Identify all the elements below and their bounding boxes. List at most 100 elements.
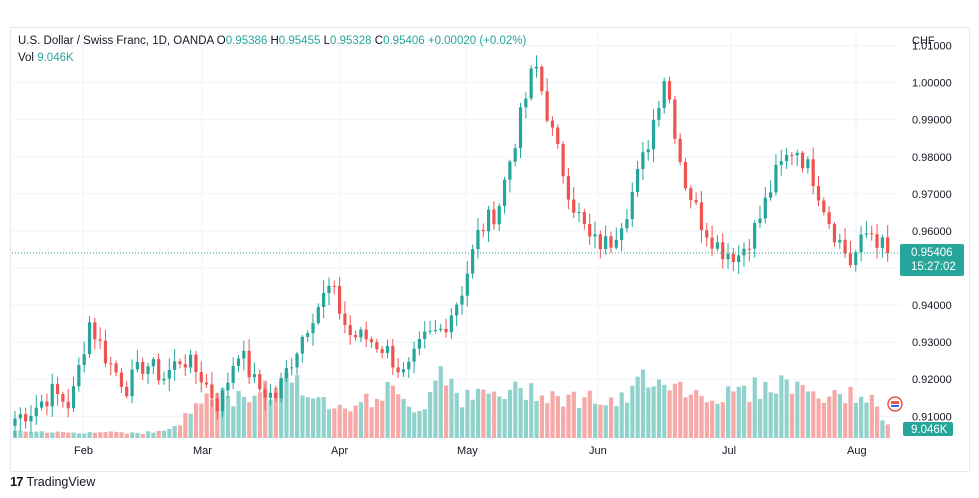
volume-bar — [225, 395, 231, 438]
volume-bar — [98, 432, 103, 438]
volume-bar — [438, 366, 443, 438]
last-volume-value: 9.046K — [911, 424, 948, 436]
candle-body — [471, 249, 475, 274]
volume-bar — [396, 394, 401, 438]
volume-bar — [603, 405, 608, 438]
volume-bar — [614, 406, 619, 438]
candle-body — [407, 361, 411, 370]
volume-bar — [550, 391, 555, 438]
volume-bar — [71, 432, 76, 438]
candle-body — [582, 212, 586, 224]
volume-bar — [188, 413, 193, 438]
candle-body — [486, 209, 491, 232]
candle-body — [614, 239, 618, 248]
time-axis[interactable]: Feb Mar Apr May Jun Jul Aug — [74, 445, 867, 457]
volume-bar — [433, 380, 438, 438]
last-price-tag: 0.95406 15:27:02 — [900, 243, 964, 276]
volume-bar — [582, 397, 587, 438]
price-tick-label: 0.91000 — [912, 411, 952, 423]
candle-body — [779, 161, 783, 165]
candle-body — [577, 212, 581, 214]
candle-body — [93, 322, 97, 340]
volume-bar — [444, 385, 449, 438]
volume-bar — [646, 387, 651, 438]
candle-body — [162, 378, 166, 381]
close-value: 0.95406 — [383, 35, 425, 47]
volume-bar — [236, 390, 241, 438]
volume-bar — [385, 381, 390, 438]
volume-bar — [805, 391, 811, 438]
volume-bar — [710, 400, 715, 438]
volume-bar — [784, 379, 789, 438]
volume-bar — [731, 391, 736, 438]
time-tick-label: May — [457, 445, 478, 457]
candle-body — [566, 176, 571, 200]
grid-lines — [12, 27, 900, 438]
price-tick-label: 0.98000 — [912, 152, 952, 164]
volume-bar — [60, 431, 66, 438]
flag-icon[interactable] — [887, 396, 903, 412]
price-tick-label: 0.96000 — [912, 226, 952, 238]
candle-body — [667, 81, 672, 100]
volume-bar — [837, 393, 842, 438]
candle-body — [460, 295, 464, 305]
candle-body — [279, 377, 283, 399]
volume-bar — [757, 398, 763, 438]
volume-bar — [459, 407, 465, 438]
symbol-title: U.S. Dollar / Swiss Franc, 1D, OANDA — [18, 35, 214, 47]
volume-bar — [279, 380, 284, 438]
candle-body — [476, 229, 480, 250]
volume-bar — [422, 409, 427, 438]
volume-bar — [305, 397, 310, 438]
candle-body — [375, 342, 379, 350]
volume-bar — [800, 384, 805, 438]
volume-bar — [465, 389, 470, 438]
candle-body — [790, 154, 794, 156]
candle-body — [646, 149, 650, 153]
volume-bar — [119, 432, 124, 438]
candle-body — [710, 237, 714, 249]
volume-bar — [571, 391, 576, 438]
volume-bar — [231, 406, 236, 438]
candle-body — [348, 324, 352, 336]
candle-body — [34, 407, 38, 416]
volume-bar — [811, 391, 816, 438]
volume-bar — [406, 406, 411, 438]
price-axis[interactable]: 1.01000 1.00000 0.99000 0.98000 0.97000 0.960… — [912, 41, 952, 424]
volume-bar — [577, 407, 582, 438]
volume-bar — [497, 396, 502, 438]
candle-body — [806, 159, 810, 169]
volume-bar — [853, 402, 858, 438]
candle-body — [364, 329, 368, 340]
volume-bar — [640, 369, 646, 438]
ohlc-legend: U.S. Dollar / Swiss Franc, 1D, OANDA O0.… — [18, 35, 526, 47]
volume-bar — [715, 403, 720, 438]
volume-bar — [34, 431, 39, 438]
volume-bar — [598, 404, 603, 438]
candle-body — [854, 252, 858, 265]
candle-body — [18, 414, 22, 419]
candle-body — [220, 390, 225, 412]
candle-body — [327, 285, 331, 294]
vol-value: 9.046K — [37, 52, 74, 64]
volume-bar — [678, 381, 683, 438]
countdown-value: 15:27:02 — [911, 261, 956, 273]
candle-body — [322, 293, 326, 307]
price-tick-label: 0.93000 — [912, 337, 952, 349]
candle-body — [380, 349, 384, 353]
candle-body — [61, 394, 65, 402]
volume-bar — [257, 392, 262, 438]
volume-bar — [656, 379, 662, 438]
candle-body — [332, 285, 336, 287]
volume-bar — [630, 385, 635, 438]
tradingview-brand[interactable]: 17 TradingView — [10, 474, 95, 489]
candle-body — [609, 236, 613, 248]
candle-body — [24, 414, 28, 422]
chart-frame[interactable] — [10, 27, 970, 472]
volume-bar — [869, 394, 874, 438]
candle-body — [311, 323, 315, 334]
volume-bar — [662, 384, 667, 438]
candle-body — [204, 382, 209, 385]
volume-bar — [295, 375, 300, 438]
